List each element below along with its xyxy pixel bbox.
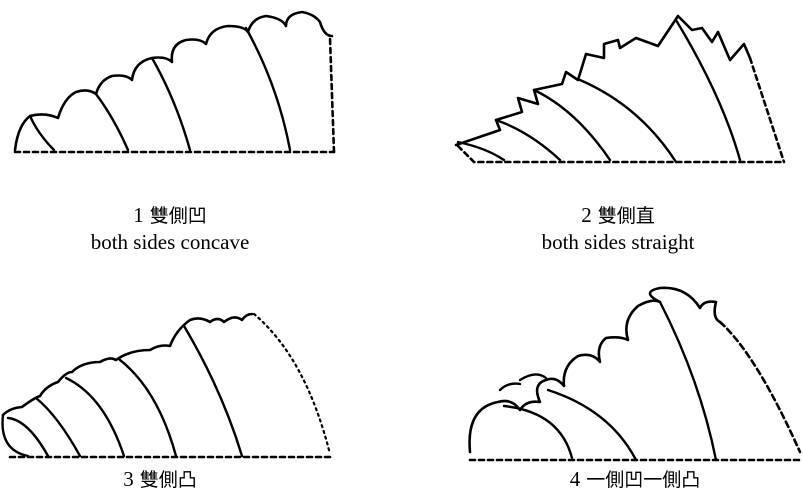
panel-4-number: 4 [569, 467, 581, 491]
panel-2-back-line [748, 56, 786, 164]
panel-4-chinese-label: 一側凹一側凸 [586, 469, 701, 491]
panel-1-divider-1 [28, 114, 56, 152]
panel-1-back-line [328, 36, 336, 154]
panel-3-number: 3 [123, 467, 134, 491]
panel-2-divider-5 [674, 18, 742, 162]
panel-3-divider-3 [64, 376, 126, 458]
panel-4-divider-2 [546, 388, 638, 462]
panel-1-divider-3 [150, 56, 192, 152]
panel-4-caption: 4 一側凹一側凸 [520, 466, 750, 493]
panel-4-sawtooth-figure [468, 286, 802, 462]
panel-3-divider-4 [118, 358, 178, 458]
panel-1-chinese-label: 雙側凹 [149, 205, 207, 227]
panel-3-caption: 3 雙側凸 [60, 466, 260, 493]
panel-2-divider-4 [578, 78, 678, 164]
panel-4-divider-3 [658, 300, 718, 462]
panel-2-divider-2 [494, 118, 562, 162]
panel-4-divider-1 [502, 404, 574, 460]
panel-4-outline [468, 286, 722, 454]
panel-3-sawtooth-figure [1, 312, 332, 459]
panel-1-divider-4 [244, 26, 292, 152]
panel-4-tooth-curl-1 [498, 382, 522, 392]
panel-2-sawtooth-figure [454, 14, 786, 164]
panel-2-base-line [456, 144, 784, 164]
panel-3-divider-5 [182, 324, 244, 458]
panel-4-tooth-curl-2 [518, 373, 548, 382]
panel-2-divider-1 [456, 140, 506, 162]
panel-2-caption: 2 雙側直 both sides straight [488, 202, 748, 255]
panel-1-english-label: both sides concave [90, 230, 250, 254]
panel-1-sawtooth-figure [13, 10, 336, 154]
panel-1-caption: 1 雙側凹 both sides concave [40, 202, 300, 255]
panel-2-english-label: both sides straight [541, 230, 695, 254]
panel-4-back-line [718, 320, 802, 454]
panel-1-outline [13, 10, 334, 152]
panel-2-outline [454, 14, 752, 147]
panel-3-divider-1 [6, 416, 50, 458]
panel-2-chinese-label: 雙側直 [597, 205, 655, 227]
panel-2-number: 2 [581, 203, 592, 227]
panel-3-back-line [252, 312, 332, 456]
panel-3-lower-edge [1, 413, 30, 458]
panel-3-divider-2 [34, 396, 82, 458]
panel-1-number: 1 [133, 203, 144, 227]
panel-3-outline [1, 312, 254, 417]
panel-1-divider-2 [94, 92, 130, 152]
panel-2-divider-3 [532, 88, 612, 162]
panel-3-chinese-label: 雙側凸 [139, 469, 197, 491]
